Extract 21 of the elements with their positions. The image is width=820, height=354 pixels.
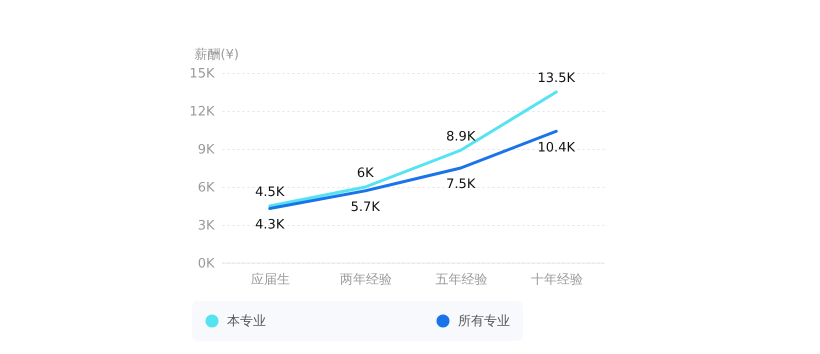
y-tick-label: 15K — [189, 66, 215, 82]
x-tick-label: 五年经验 — [435, 272, 488, 288]
y-axis-title: 薪酬(¥) — [194, 48, 239, 62]
data-label: 4.5K — [255, 185, 285, 200]
data-label: 13.5K — [538, 71, 576, 86]
legend-label: 本专业 — [227, 314, 266, 329]
x-tick-label: 两年经验 — [340, 272, 392, 288]
y-tick-label: 0K — [198, 256, 215, 272]
data-label: 5.7K — [350, 200, 380, 215]
data-label: 8.9K — [446, 129, 476, 144]
data-label: 6K — [356, 166, 374, 181]
data-label: 4.3K — [255, 218, 285, 233]
x-tick-label: 应届生 — [250, 272, 290, 288]
y-tick-label: 3K — [198, 218, 215, 234]
y-tick-label: 9K — [198, 142, 215, 158]
y-tick-label: 6K — [198, 180, 215, 196]
x-tick-label: 十年经验 — [530, 272, 583, 288]
data-label: 10.4K — [538, 140, 576, 156]
legend-label: 所有专业 — [458, 314, 510, 329]
data-label: 7.5K — [446, 177, 476, 192]
y-tick-label: 12K — [189, 104, 215, 120]
